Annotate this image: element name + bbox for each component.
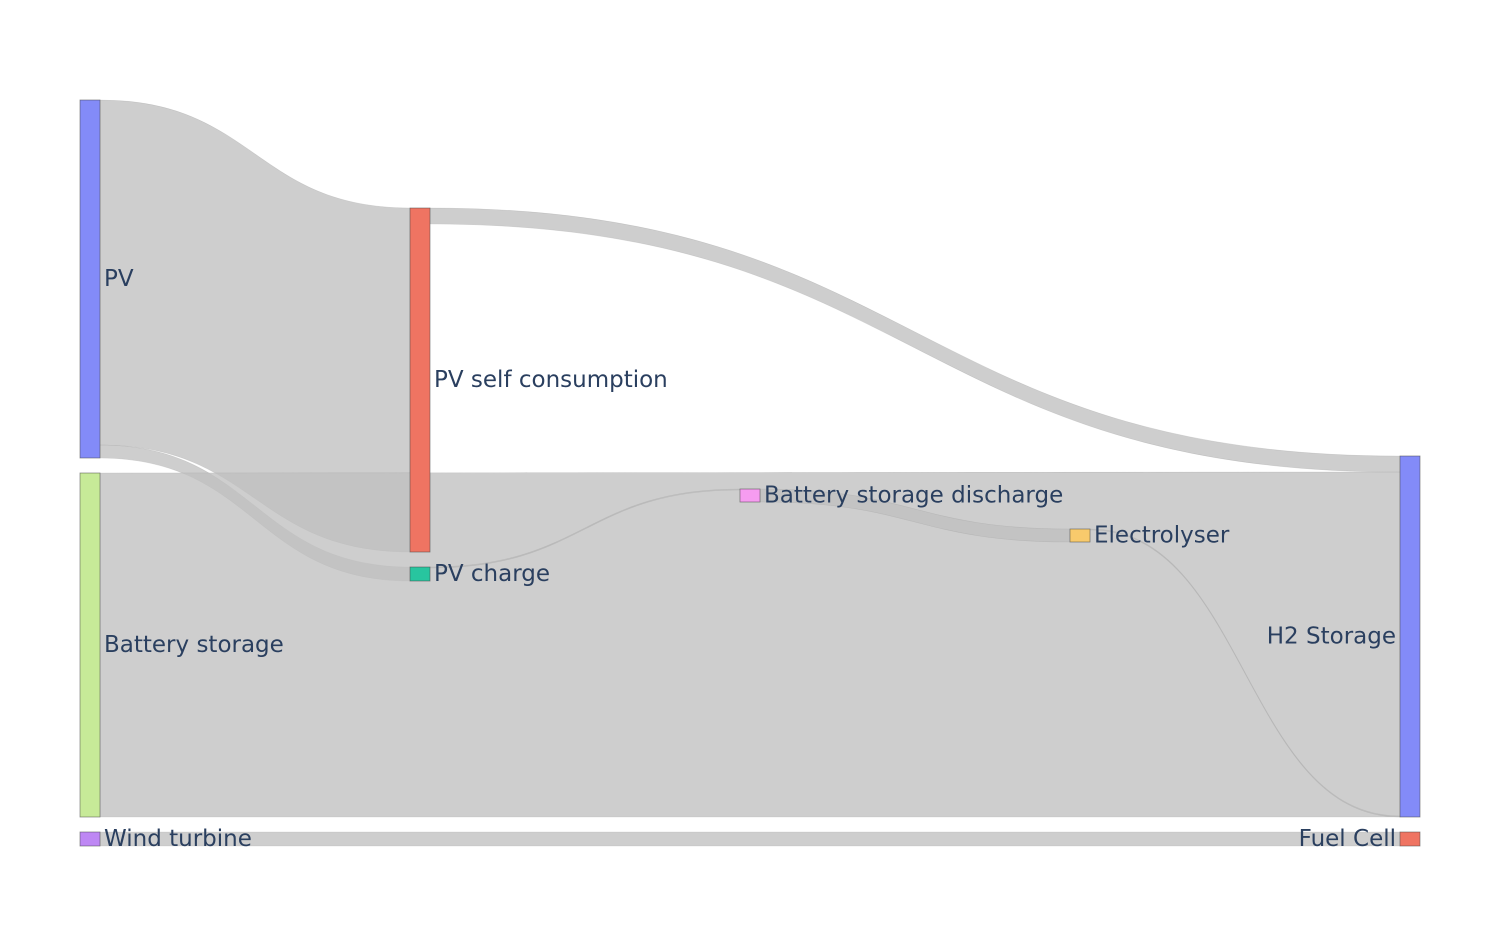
node-pv-charge[interactable] (409, 566, 431, 582)
node-label-battery-storage-discharge: Battery storage discharge (764, 483, 1063, 509)
links-layer (99, 99, 1401, 847)
node-battery-storage[interactable] (79, 472, 101, 818)
node-fuel-cell[interactable] (1399, 831, 1421, 847)
node-pv-self-consumption[interactable] (409, 207, 431, 553)
node-label-pv-charge: PV charge (434, 561, 550, 587)
node-h2-storage[interactable] (1399, 455, 1421, 818)
link-wind-turbine-to-fuel-cell[interactable] (99, 831, 1401, 847)
node-label-wind-turbine: Wind turbine (104, 826, 252, 852)
node-label-h2-storage: H2 Storage (1267, 624, 1396, 650)
labels-layer: PV Battery storage Wind turbine PV self con… (104, 266, 1396, 852)
node-label-pv: PV (104, 266, 134, 292)
node-pv[interactable] (79, 99, 101, 459)
node-label-pv-self-consumption: PV self consumption (434, 367, 668, 393)
node-label-battery-storage: Battery storage (104, 632, 284, 658)
node-label-fuel-cell: Fuel Cell (1299, 826, 1396, 852)
nodes-layer (79, 99, 1421, 847)
node-wind-turbine[interactable] (79, 831, 101, 847)
node-battery-storage-discharge[interactable] (739, 488, 761, 503)
node-label-electrolyser: Electrolyser (1094, 523, 1230, 549)
node-electrolyser[interactable] (1069, 528, 1091, 543)
